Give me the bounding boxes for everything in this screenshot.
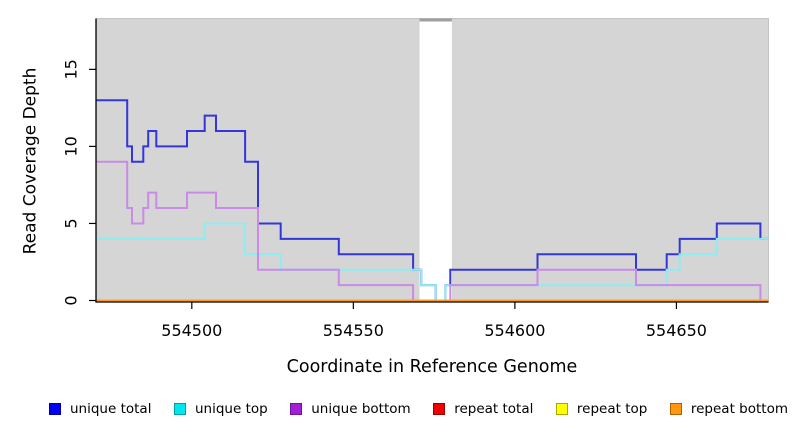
legend-swatch-unique-top — [174, 403, 186, 415]
masked-region — [419, 21, 452, 302]
legend-item-unique-total: unique total — [49, 401, 151, 417]
legend-swatch-unique-total — [49, 403, 61, 415]
legend-label: unique total — [70, 401, 152, 417]
x-axis-title: Coordinate in Reference Genome — [286, 357, 578, 377]
x-tick-label: 554650 — [646, 321, 707, 340]
legend: unique total unique top unique bottom re… — [49, 397, 788, 421]
legend-label: repeat bottom — [690, 401, 788, 417]
y-tick-label: 15 — [62, 59, 81, 79]
y-tick-label: 5 — [62, 218, 81, 228]
y-tick-label: 10 — [62, 136, 81, 156]
masked-region-cap — [419, 18, 452, 22]
legend-item-repeat-top: repeat top — [555, 401, 648, 417]
legend-swatch-repeat-bottom — [669, 403, 682, 415]
legend-item-unique-top: unique top — [174, 401, 268, 417]
y-axis-title-box: Read Coverage Depth — [10, 0, 50, 322]
legend-label: unique top — [195, 401, 268, 417]
legend-item-repeat-total: repeat total — [433, 401, 533, 417]
legend-label: repeat total — [454, 401, 534, 417]
series-line-unique-top — [96, 222, 769, 302]
x-tick-label: 554500 — [161, 321, 222, 340]
legend-label: unique bottom — [311, 401, 411, 417]
legend-item-unique-bottom: unique bottom — [290, 401, 411, 417]
legend-swatch-repeat-top — [555, 403, 568, 415]
series-line-unique-total — [96, 99, 769, 302]
legend-item-repeat-bottom: repeat bottom — [669, 401, 788, 417]
legend-label: repeat top — [576, 401, 648, 417]
y-axis-title: Read Coverage Depth — [20, 67, 41, 255]
legend-swatch-unique-bottom — [290, 403, 303, 415]
y-tick-label: 0 — [62, 295, 81, 305]
plot-area: 554500 554550 554600 554650 0 5 10 15 — [62, 18, 769, 340]
x-tick-label: 554550 — [323, 321, 384, 340]
x-tick-label: 554600 — [484, 321, 545, 340]
legend-swatch-repeat-total — [433, 403, 446, 415]
series-line-unique-bottom — [96, 160, 769, 302]
